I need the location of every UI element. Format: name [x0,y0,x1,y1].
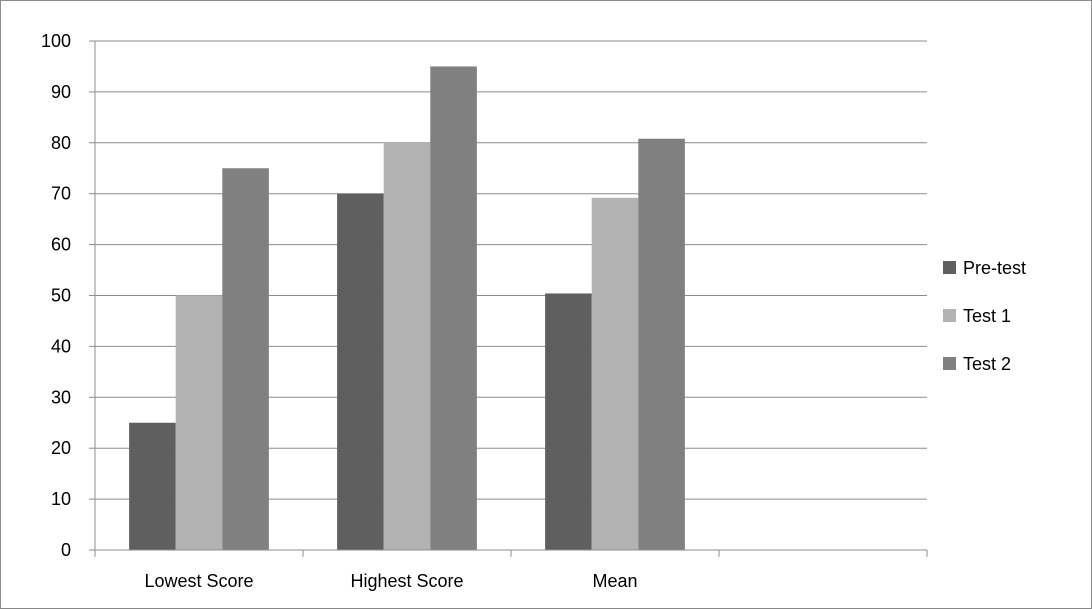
legend: Pre-test Test 1 Test 2 [943,258,1026,374]
legend-label: Pre-test [963,258,1026,278]
bar [638,138,685,550]
legend-label: Test 2 [963,354,1011,374]
y-tick-label: 10 [51,489,71,509]
y-tick-label: 60 [51,235,71,255]
bar [337,193,384,550]
legend-swatch [943,357,956,370]
x-category-label: Lowest Score [144,571,253,591]
y-tick-label: 100 [41,31,71,51]
x-category-labels: Lowest Score Highest Score Mean [144,571,637,591]
bar [129,422,176,550]
y-tick-labels: 0 10 20 30 40 50 60 70 80 90 100 [41,31,71,560]
bar [591,197,639,550]
y-tick-label: 80 [51,133,71,153]
bar [383,142,431,551]
y-tick-label: 30 [51,387,71,407]
axes [89,40,928,557]
legend-swatch [943,261,956,274]
y-tick-label: 50 [51,286,71,306]
legend-swatch [943,309,956,322]
legend-label: Test 1 [963,306,1011,326]
bar [545,293,592,550]
y-tick-label: 0 [61,540,71,560]
bar [222,168,269,550]
bar [175,295,223,550]
y-tick-label: 40 [51,336,71,356]
y-tick-label: 90 [51,82,71,102]
x-category-label: Highest Score [350,571,463,591]
bars [129,66,685,551]
bar [430,66,477,550]
y-tick-label: 70 [51,184,71,204]
y-tick-label: 20 [51,438,71,458]
x-category-label: Mean [592,571,637,591]
